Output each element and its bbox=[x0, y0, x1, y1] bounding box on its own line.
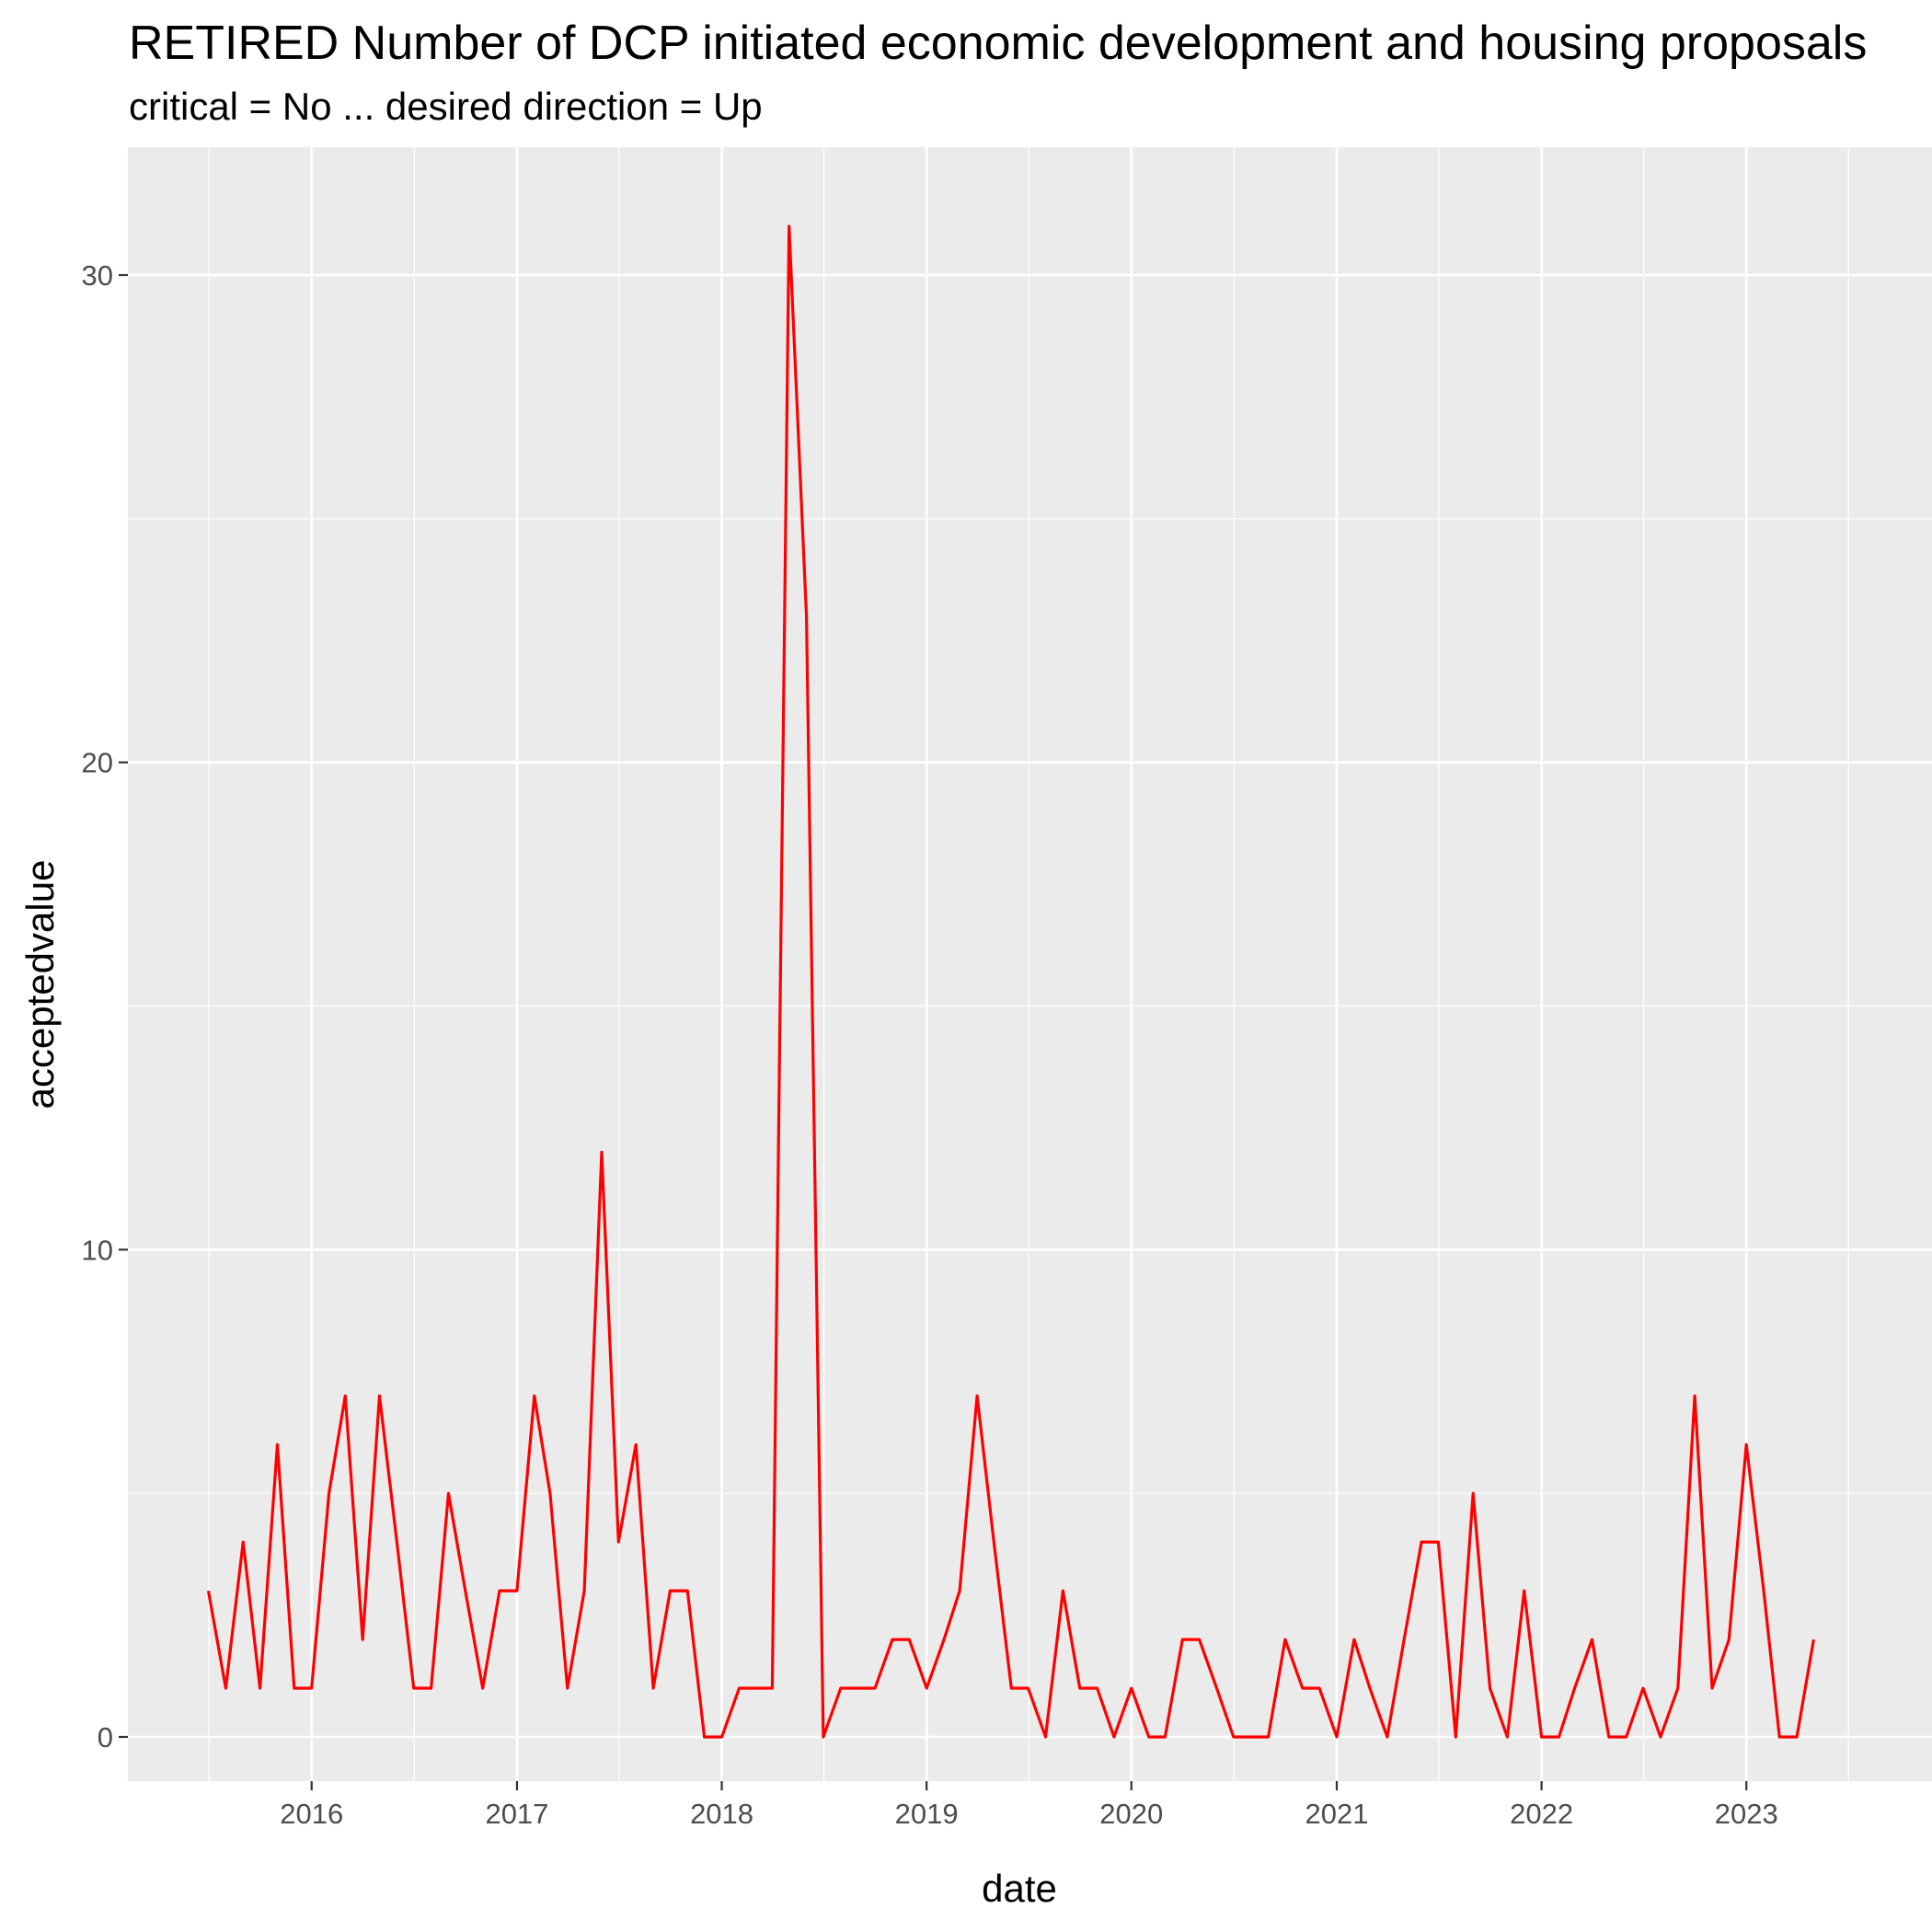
chart-title: RETIRED Number of DCP initiated economic… bbox=[129, 17, 1867, 70]
x-tick-label: 2022 bbox=[1510, 1798, 1573, 1830]
series-layer bbox=[206, 224, 1815, 1739]
y-tick-label: 30 bbox=[82, 259, 113, 292]
y-tick-label: 10 bbox=[82, 1234, 113, 1266]
series-line-0 bbox=[206, 224, 1815, 1739]
y-axis: 0 10 20 30 bbox=[82, 259, 128, 1754]
y-tick-label: 20 bbox=[82, 747, 113, 779]
minor-gridlines bbox=[128, 147, 1932, 1781]
x-tick-label: 2020 bbox=[1099, 1798, 1163, 1830]
x-axis: 2016 2017 2018 2019 2020 2021 2022 2023 bbox=[280, 1781, 1778, 1830]
x-tick-label: 2023 bbox=[1715, 1798, 1778, 1830]
chart-subtitle: critical = No ... desired direction = Up bbox=[129, 85, 763, 128]
x-axis-title: date bbox=[982, 1867, 1057, 1910]
x-tick-label: 2021 bbox=[1305, 1798, 1369, 1830]
major-gridlines bbox=[128, 147, 1932, 1781]
x-tick-label: 2019 bbox=[895, 1798, 959, 1830]
x-tick-label: 2018 bbox=[690, 1798, 753, 1830]
x-tick-label: 2017 bbox=[485, 1798, 548, 1830]
x-tick-label: 2016 bbox=[280, 1798, 343, 1830]
plot-panel bbox=[128, 147, 1932, 1781]
y-axis-title: acceptedvalue bbox=[18, 860, 62, 1110]
y-tick-label: 0 bbox=[98, 1721, 113, 1754]
